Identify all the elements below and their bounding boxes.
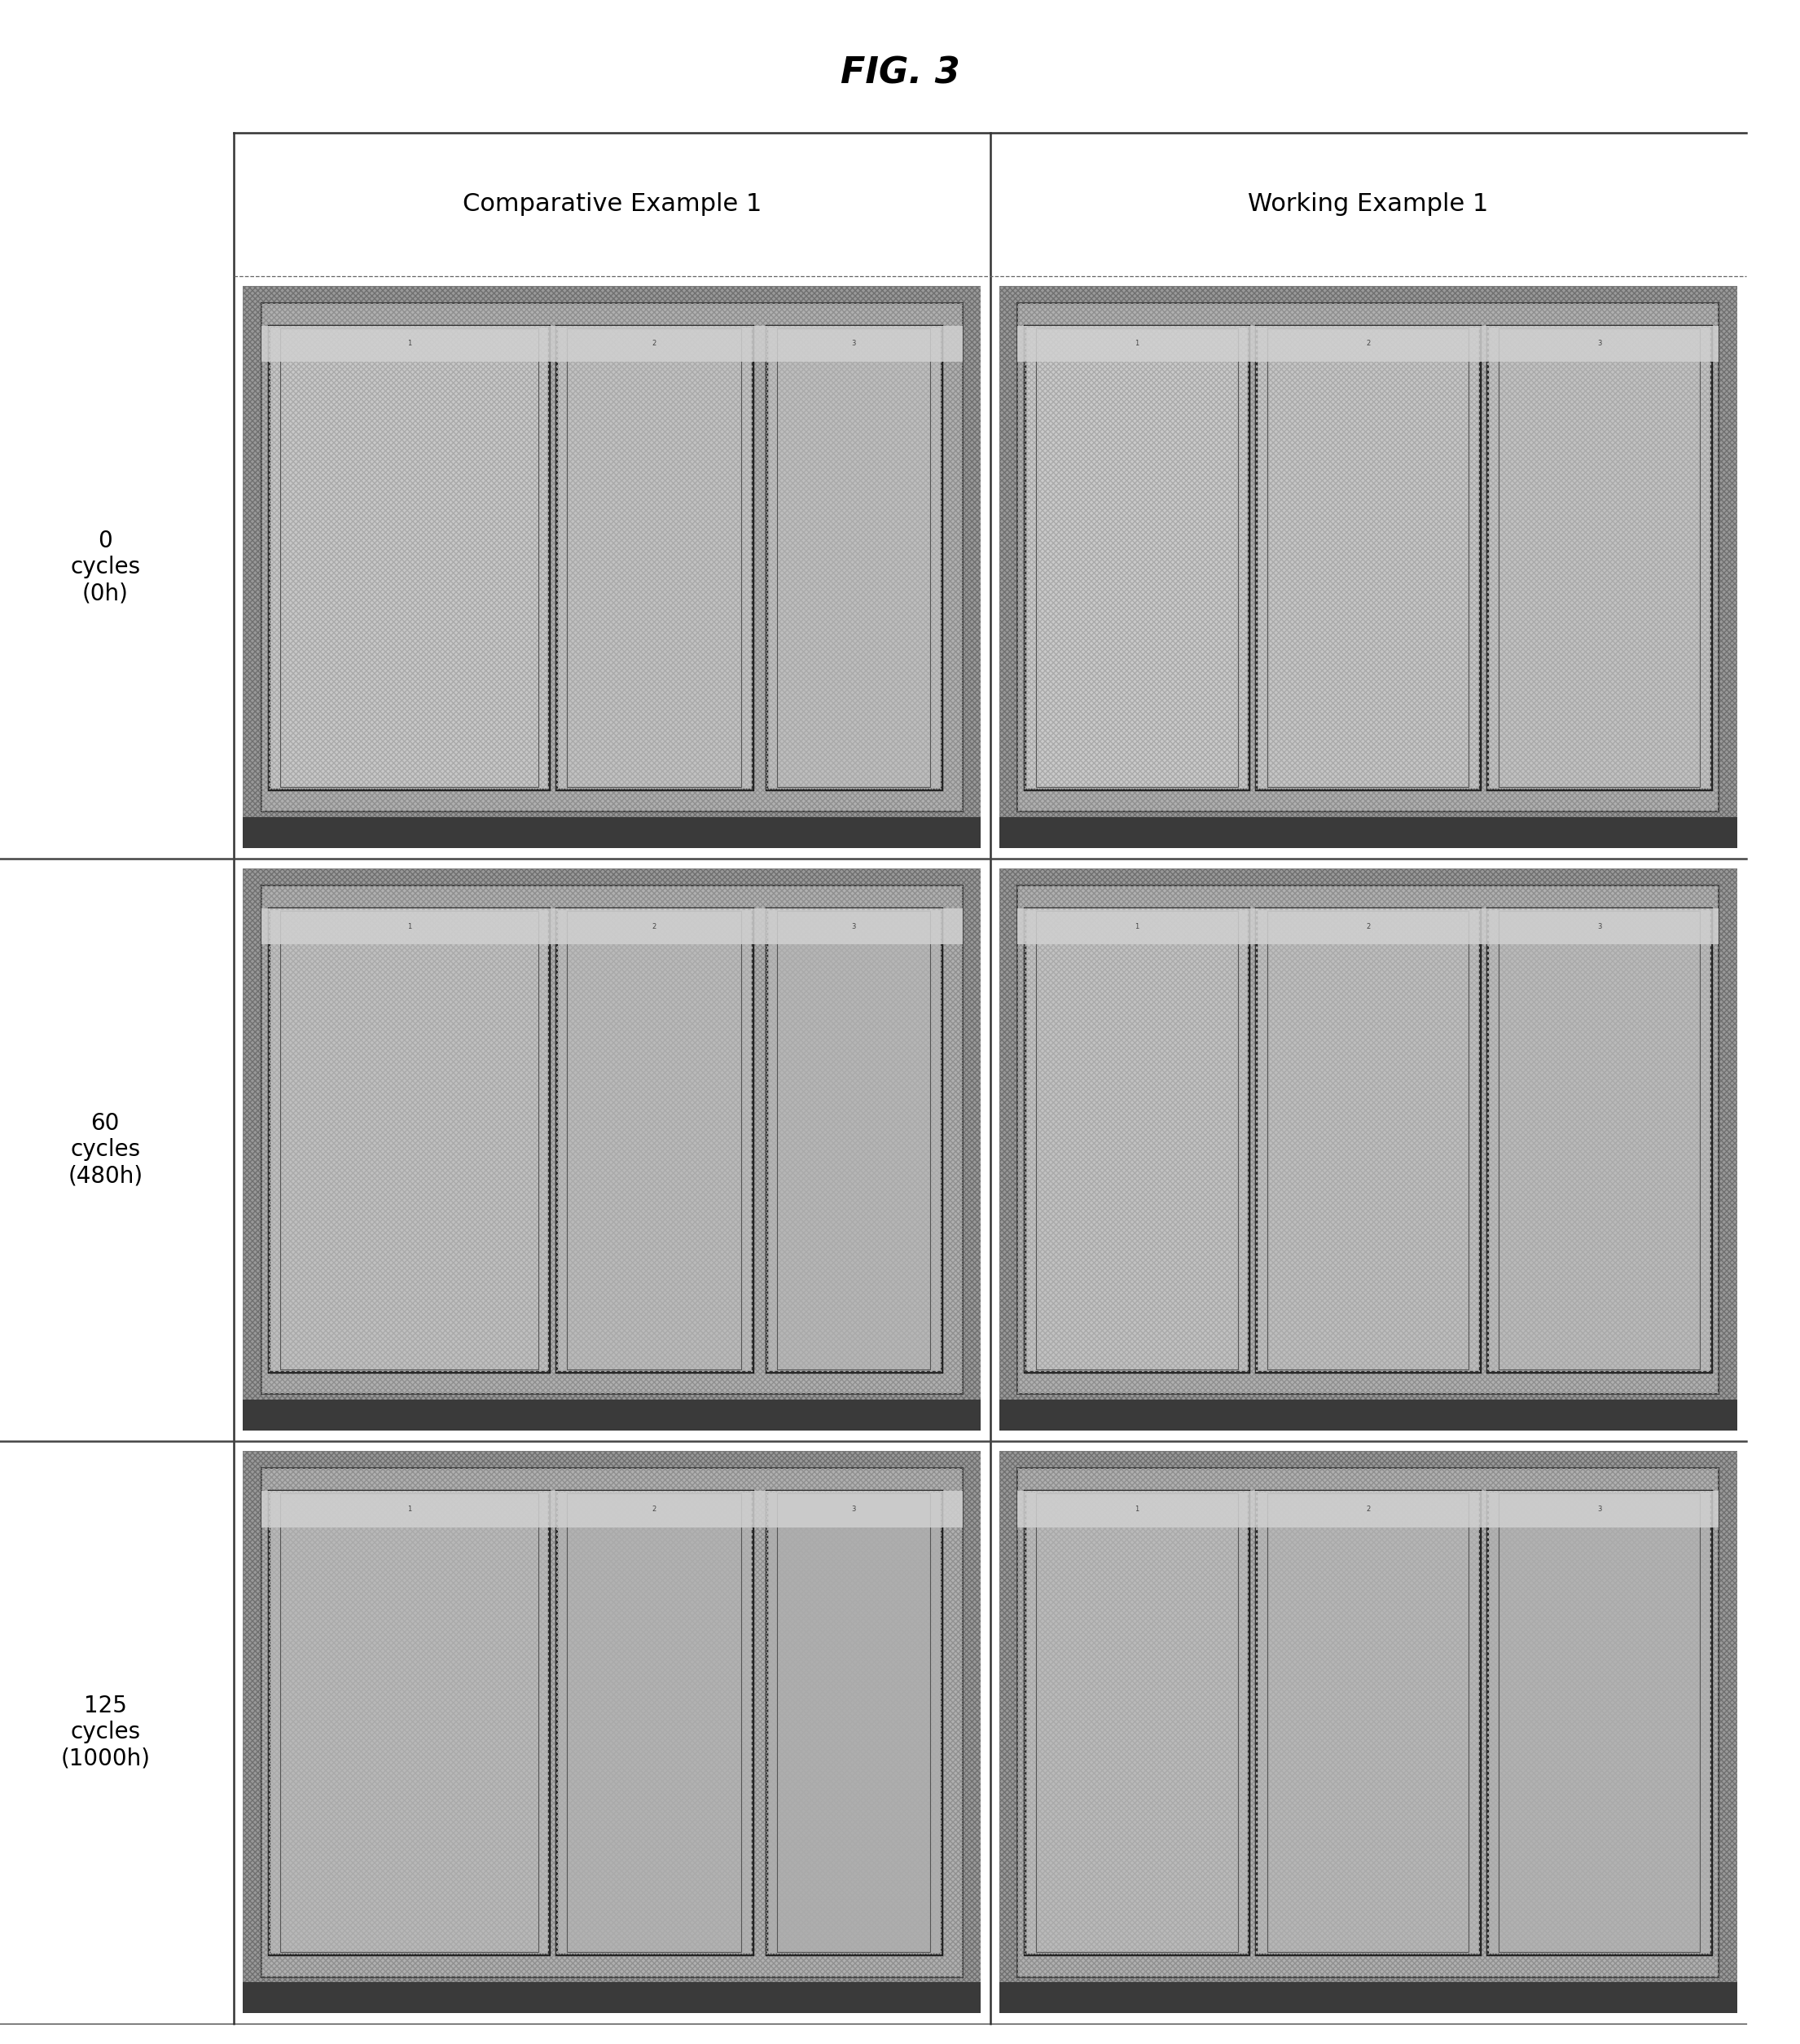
Bar <box>268 325 549 789</box>
Text: 2: 2 <box>652 1504 657 1513</box>
Bar <box>999 1400 1737 1431</box>
Bar <box>261 325 963 362</box>
Bar <box>1024 1490 1249 1954</box>
Text: 1: 1 <box>1134 339 1139 347</box>
Bar <box>1256 325 1480 789</box>
Bar <box>767 1490 941 1954</box>
Bar <box>1487 908 1712 1372</box>
Text: 1: 1 <box>1134 922 1139 930</box>
Text: 3: 3 <box>1597 1504 1602 1513</box>
Text: 1: 1 <box>1134 1504 1139 1513</box>
Bar <box>778 910 931 1369</box>
Text: 1: 1 <box>407 922 410 930</box>
Bar <box>999 818 1737 848</box>
Bar <box>1037 1492 1238 1952</box>
Bar <box>268 1490 549 1954</box>
Bar <box>778 1492 931 1952</box>
Bar <box>261 908 963 944</box>
Text: 3: 3 <box>1597 922 1602 930</box>
Bar <box>1017 325 1719 362</box>
Bar <box>556 1490 752 1954</box>
Bar <box>1017 908 1719 944</box>
Text: 0
cycles
(0h): 0 cycles (0h) <box>70 529 140 605</box>
Text: 1: 1 <box>407 339 410 347</box>
Text: 3: 3 <box>851 339 855 347</box>
Bar <box>268 908 549 1372</box>
Bar <box>1267 327 1469 787</box>
Bar <box>778 327 931 787</box>
Bar <box>567 910 742 1369</box>
Bar <box>243 1400 981 1431</box>
Text: 3: 3 <box>851 922 855 930</box>
Bar <box>567 327 742 787</box>
Bar <box>1487 908 1712 1372</box>
Bar <box>1256 908 1480 1372</box>
Bar <box>1256 1490 1480 1954</box>
Text: Working Example 1: Working Example 1 <box>1247 192 1489 217</box>
Bar <box>243 1983 981 2013</box>
Bar <box>1024 908 1249 1372</box>
Bar <box>1037 910 1238 1369</box>
Text: 3: 3 <box>851 1504 855 1513</box>
Text: Comparative Example 1: Comparative Example 1 <box>463 192 761 217</box>
Bar <box>1017 1490 1719 1527</box>
Bar <box>767 1490 941 1954</box>
Bar <box>1267 1492 1469 1952</box>
Bar <box>268 908 549 1372</box>
Bar <box>999 1983 1737 2013</box>
Bar <box>1498 910 1699 1369</box>
Text: FIG. 3: FIG. 3 <box>841 55 959 90</box>
Bar <box>556 325 752 789</box>
Text: 3: 3 <box>1597 339 1602 347</box>
Bar <box>556 325 752 789</box>
Bar <box>1024 1490 1249 1954</box>
Bar <box>268 325 549 789</box>
Bar <box>281 1492 538 1952</box>
Bar <box>1487 1490 1712 1954</box>
Bar <box>1256 1490 1480 1954</box>
Bar <box>767 325 941 789</box>
Bar <box>1487 1490 1712 1954</box>
Bar <box>567 1492 742 1952</box>
Bar <box>261 1490 963 1527</box>
Bar <box>556 908 752 1372</box>
Text: 125
cycles
(1000h): 125 cycles (1000h) <box>61 1694 149 1770</box>
Bar <box>243 818 981 848</box>
Text: 60
cycles
(480h): 60 cycles (480h) <box>68 1112 142 1188</box>
Bar <box>281 910 538 1369</box>
Bar <box>1024 908 1249 1372</box>
Bar <box>1487 325 1712 789</box>
Bar <box>1487 325 1712 789</box>
Bar <box>1024 325 1249 789</box>
Bar <box>1256 325 1480 789</box>
Bar <box>767 908 941 1372</box>
Bar <box>1256 908 1480 1372</box>
Bar <box>767 908 941 1372</box>
Bar <box>281 327 538 787</box>
Text: 2: 2 <box>1366 339 1370 347</box>
Text: 2: 2 <box>1366 1504 1370 1513</box>
Bar <box>556 1490 752 1954</box>
Bar <box>1024 325 1249 789</box>
Text: 1: 1 <box>407 1504 410 1513</box>
Bar <box>1037 327 1238 787</box>
Bar <box>767 325 941 789</box>
Text: 2: 2 <box>652 922 657 930</box>
Bar <box>1498 1492 1699 1952</box>
Bar <box>1498 327 1699 787</box>
Bar <box>556 908 752 1372</box>
Text: 2: 2 <box>1366 922 1370 930</box>
Text: 2: 2 <box>652 339 657 347</box>
Bar <box>268 1490 549 1954</box>
Bar <box>1267 910 1469 1369</box>
